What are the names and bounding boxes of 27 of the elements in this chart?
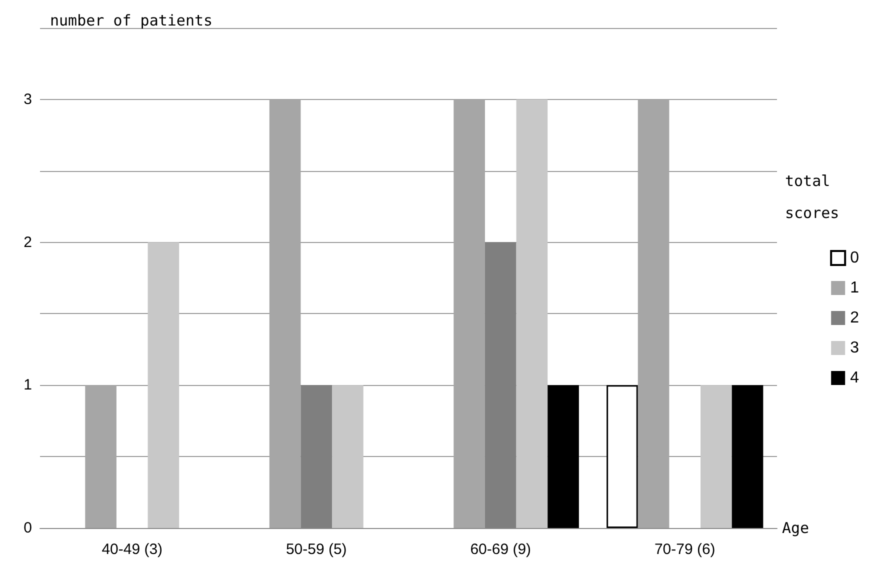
y-tick-label: 2	[24, 234, 32, 251]
x-tick-label: 40-49 (3)	[102, 541, 163, 558]
legend-label: 0	[850, 250, 860, 266]
legend-label: 3	[850, 340, 860, 356]
bar	[606, 385, 638, 528]
bar	[516, 99, 548, 528]
legend-label: 1	[850, 280, 860, 296]
x-tick-label: 50-59 (5)	[286, 541, 347, 558]
x-tick-label: 60-69 (9)	[470, 541, 532, 558]
bar	[332, 385, 364, 528]
y-tick-label: 1	[24, 376, 32, 394]
x-axis-title: Age	[782, 519, 810, 537]
legend-label: 2	[850, 310, 860, 326]
bar	[548, 385, 579, 528]
y-tick-label: 3	[24, 90, 32, 108]
legend-title: total scores	[785, 172, 840, 222]
bar	[269, 99, 301, 528]
bar	[454, 99, 485, 528]
x-tick-label: 70-79 (6)	[654, 541, 716, 558]
bar	[732, 385, 764, 528]
y-tick-label: 0	[24, 520, 32, 536]
bar	[85, 385, 116, 528]
bar	[700, 385, 732, 528]
y-axis-title: number of patients	[50, 12, 213, 30]
bar	[148, 242, 180, 528]
bar	[638, 99, 670, 528]
legend-label: 4	[850, 370, 860, 386]
